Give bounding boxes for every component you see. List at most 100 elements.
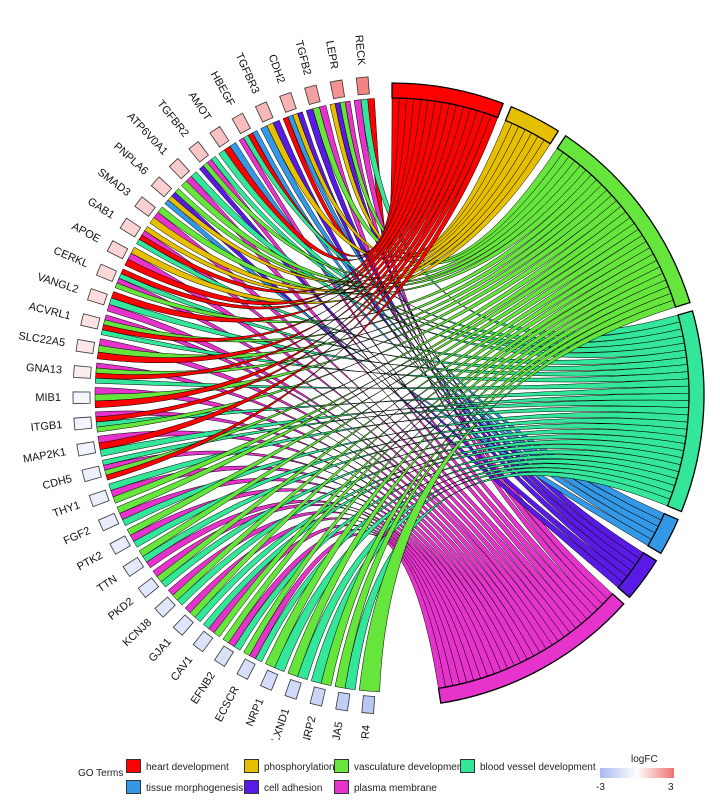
gene-label: CDH2 bbox=[266, 53, 287, 85]
gene-box bbox=[188, 141, 210, 163]
term-arc bbox=[647, 512, 679, 555]
gene-box bbox=[109, 535, 131, 555]
gene-label: NRP2 bbox=[300, 715, 319, 740]
gene-box bbox=[361, 695, 376, 714]
gene-box bbox=[119, 217, 142, 238]
gene-label: GJA1 bbox=[147, 636, 174, 664]
gene-box bbox=[106, 240, 129, 260]
gene-label: CDH5 bbox=[41, 473, 73, 492]
gene-label: GAB1 bbox=[85, 196, 116, 222]
gene-label: VANGL2 bbox=[36, 271, 80, 296]
gene-label: TGFBR3 bbox=[233, 51, 262, 96]
gene-label: TTN bbox=[95, 573, 119, 595]
term-arc bbox=[504, 105, 560, 145]
legend-label: tissue morphogenesis bbox=[146, 783, 244, 794]
gene-box bbox=[254, 101, 274, 123]
gene-box bbox=[73, 416, 93, 431]
legend-label: heart development bbox=[146, 762, 229, 773]
gene-box bbox=[355, 76, 370, 96]
colorbar-max-label: 3 bbox=[668, 782, 674, 793]
gene-box bbox=[329, 79, 346, 100]
term-arc bbox=[391, 82, 504, 119]
gene-box bbox=[72, 391, 91, 405]
gene-label: SMAD3 bbox=[95, 166, 132, 199]
chord-diagram: RECKLEPRTGFB2CDH2TGFBR3HBEGFAMOTTGFBR2AT… bbox=[18, 34, 705, 740]
legend-item-cell-adhesion: cell adhesion bbox=[244, 780, 322, 794]
gene-label: TGFB2 bbox=[293, 39, 314, 76]
legend-swatch bbox=[460, 759, 475, 773]
gene-box bbox=[95, 263, 118, 282]
gene-box bbox=[154, 596, 176, 618]
gene-label: GNA13 bbox=[25, 362, 62, 377]
legend-item-heart-development: heart development bbox=[126, 759, 229, 773]
gene-box bbox=[87, 288, 108, 306]
gene-box bbox=[279, 91, 297, 113]
colorbar bbox=[600, 768, 674, 778]
gene-box bbox=[80, 313, 101, 330]
gene-box bbox=[304, 84, 321, 106]
gene-label: HBEGF bbox=[208, 69, 237, 108]
legend-swatch bbox=[334, 780, 349, 794]
gene-label: APOE bbox=[70, 221, 103, 246]
legend-swatch bbox=[244, 759, 259, 773]
legend-label: plasma membrane bbox=[354, 783, 437, 794]
gene-box bbox=[192, 630, 214, 653]
gene-label: CXCR4 bbox=[358, 725, 373, 740]
gene-box bbox=[76, 441, 97, 457]
legend-swatch bbox=[126, 780, 141, 794]
gene-label: PKD2 bbox=[106, 596, 136, 623]
term-arc bbox=[666, 310, 705, 513]
gene-label: MIB1 bbox=[35, 392, 61, 404]
gene-box bbox=[236, 658, 256, 680]
gene-box bbox=[98, 512, 120, 532]
gene-box bbox=[150, 176, 173, 198]
gene-label: MAP2K1 bbox=[22, 446, 67, 465]
legend-title: GO Terms bbox=[78, 768, 124, 779]
gene-box bbox=[309, 686, 326, 707]
legend-item-vasculature-development: vasculature development bbox=[334, 759, 465, 773]
legend-label: vasculature development bbox=[354, 762, 466, 773]
gene-label: EFNB2 bbox=[189, 670, 218, 706]
gene-box bbox=[81, 465, 102, 483]
gene-label: AMOT bbox=[186, 90, 214, 123]
gene-label: NRP1 bbox=[244, 697, 267, 729]
colorbar-min-label: -3 bbox=[596, 782, 605, 793]
gene-label: ACVRL1 bbox=[27, 301, 71, 323]
gene-box bbox=[284, 678, 302, 700]
gene-label: ECSCR bbox=[213, 684, 242, 724]
term-arc bbox=[556, 134, 691, 308]
gene-boxes-layer bbox=[72, 76, 376, 714]
gene-box bbox=[134, 196, 156, 217]
gene-box bbox=[73, 365, 92, 379]
term-arcs-layer bbox=[391, 82, 705, 704]
gene-label: CAV1 bbox=[169, 654, 196, 683]
gene-label: KCNJ8 bbox=[121, 617, 155, 650]
gene-label: RECK bbox=[352, 34, 367, 66]
gene-label: PLXND1 bbox=[267, 707, 292, 740]
gene-box bbox=[168, 157, 190, 180]
gene-box bbox=[75, 339, 96, 354]
legend-swatch bbox=[244, 780, 259, 794]
gene-label: FGF2 bbox=[62, 525, 93, 547]
gene-box bbox=[209, 125, 230, 148]
term-arc bbox=[617, 551, 658, 599]
legend-item-phosphorylation: phosphorylation bbox=[244, 759, 335, 773]
gene-box bbox=[259, 669, 279, 691]
colorbar-title: logFC bbox=[631, 754, 658, 765]
gene-label: THY1 bbox=[51, 499, 82, 520]
legend: GO Terms heart development phosphorylati… bbox=[0, 740, 720, 805]
legend-label: cell adhesion bbox=[264, 783, 323, 794]
gene-box bbox=[231, 112, 251, 135]
legend-swatch bbox=[334, 759, 349, 773]
ribbons-layer bbox=[94, 97, 690, 693]
legend-item-blood-vessel-development: blood vessel development bbox=[460, 759, 596, 773]
gene-box bbox=[213, 645, 234, 668]
gene-box bbox=[172, 614, 194, 636]
gene-label: CERKL bbox=[52, 245, 90, 270]
term-arc bbox=[437, 592, 625, 704]
legend-label: blood vessel development bbox=[480, 762, 596, 773]
gene-label: TGFBR2 bbox=[154, 98, 190, 139]
gene-label: ITGB1 bbox=[30, 419, 63, 434]
gene-box bbox=[335, 691, 351, 712]
gene-box bbox=[137, 577, 160, 599]
